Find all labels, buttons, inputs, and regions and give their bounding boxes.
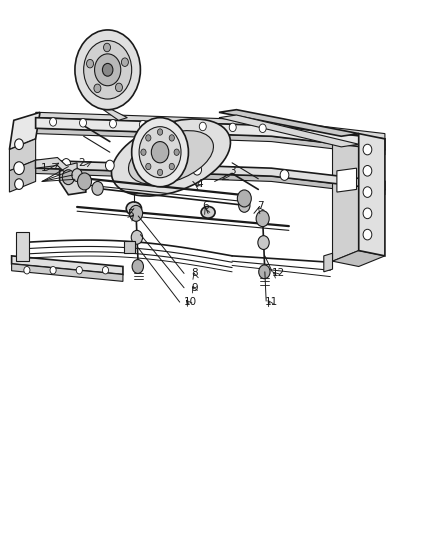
Circle shape: [157, 129, 162, 135]
Circle shape: [102, 266, 109, 274]
Circle shape: [76, 266, 82, 274]
Circle shape: [363, 187, 372, 197]
Circle shape: [139, 120, 146, 129]
Circle shape: [259, 265, 270, 279]
Polygon shape: [332, 134, 359, 261]
Text: 12: 12: [271, 268, 285, 278]
Circle shape: [24, 266, 30, 274]
Text: 2: 2: [78, 158, 85, 168]
Polygon shape: [12, 264, 123, 281]
Circle shape: [146, 135, 151, 141]
Circle shape: [14, 162, 24, 174]
Circle shape: [50, 266, 56, 274]
Circle shape: [110, 119, 117, 128]
Polygon shape: [16, 232, 29, 261]
Ellipse shape: [112, 119, 230, 196]
Circle shape: [94, 84, 101, 93]
Circle shape: [78, 173, 92, 190]
Circle shape: [49, 118, 57, 126]
Polygon shape: [332, 251, 385, 266]
Text: 7: 7: [257, 201, 264, 212]
Circle shape: [132, 260, 144, 273]
Circle shape: [95, 54, 121, 86]
Circle shape: [92, 181, 103, 195]
Circle shape: [280, 169, 289, 180]
Polygon shape: [337, 168, 357, 192]
Text: 3: 3: [229, 166, 235, 176]
Polygon shape: [324, 253, 332, 272]
Circle shape: [106, 160, 114, 171]
Circle shape: [84, 41, 132, 99]
Circle shape: [151, 142, 169, 163]
Polygon shape: [10, 160, 35, 192]
Circle shape: [363, 165, 372, 176]
Circle shape: [237, 190, 251, 207]
Text: 9: 9: [192, 283, 198, 293]
Text: 1: 1: [41, 163, 48, 173]
Ellipse shape: [201, 206, 215, 218]
Circle shape: [141, 149, 146, 156]
Polygon shape: [10, 112, 40, 150]
Ellipse shape: [126, 202, 141, 215]
Polygon shape: [35, 160, 385, 189]
Circle shape: [87, 59, 94, 68]
Text: 8: 8: [192, 268, 198, 278]
Circle shape: [258, 236, 269, 249]
Text: 5: 5: [127, 209, 134, 220]
Circle shape: [139, 127, 181, 177]
Circle shape: [239, 198, 250, 212]
Circle shape: [116, 83, 123, 92]
Circle shape: [363, 208, 372, 219]
Circle shape: [102, 63, 113, 76]
Circle shape: [363, 144, 372, 155]
Polygon shape: [219, 115, 359, 147]
Circle shape: [169, 163, 174, 169]
Text: 11: 11: [265, 297, 278, 307]
Polygon shape: [35, 128, 385, 155]
Polygon shape: [12, 256, 123, 274]
Circle shape: [169, 135, 174, 141]
Circle shape: [157, 169, 162, 175]
Text: 6: 6: [203, 201, 209, 212]
Circle shape: [259, 124, 266, 133]
Circle shape: [229, 123, 236, 132]
Polygon shape: [359, 134, 385, 256]
Text: 4: 4: [196, 179, 203, 189]
Circle shape: [121, 58, 128, 67]
Polygon shape: [60, 168, 86, 195]
Polygon shape: [219, 110, 359, 136]
Polygon shape: [35, 118, 385, 150]
Ellipse shape: [128, 131, 213, 184]
Circle shape: [130, 205, 143, 221]
Circle shape: [132, 118, 188, 187]
Polygon shape: [35, 158, 77, 173]
Circle shape: [62, 169, 74, 184]
Polygon shape: [10, 139, 35, 171]
Circle shape: [170, 122, 177, 130]
Circle shape: [131, 230, 143, 244]
Circle shape: [199, 122, 206, 131]
Circle shape: [75, 30, 141, 110]
Polygon shape: [35, 168, 385, 195]
Circle shape: [174, 149, 179, 156]
Circle shape: [14, 139, 23, 150]
Circle shape: [72, 168, 82, 181]
Circle shape: [62, 159, 71, 169]
Text: 10: 10: [184, 297, 197, 307]
Circle shape: [80, 118, 87, 127]
Circle shape: [256, 211, 269, 227]
Polygon shape: [103, 110, 127, 120]
Circle shape: [363, 229, 372, 240]
Polygon shape: [124, 241, 135, 253]
Circle shape: [146, 163, 151, 169]
Circle shape: [103, 43, 110, 52]
Polygon shape: [35, 112, 385, 139]
Circle shape: [193, 165, 201, 175]
Circle shape: [14, 179, 23, 189]
